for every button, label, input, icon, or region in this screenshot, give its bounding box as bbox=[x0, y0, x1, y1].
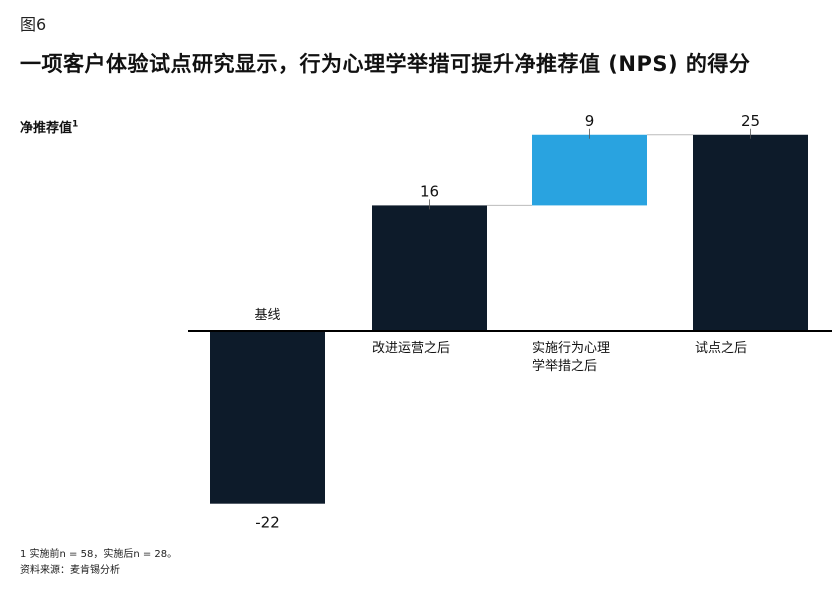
footnote-source: 资料来源：麦肯锡分析 bbox=[20, 565, 120, 576]
footnote-sample-size: 1 实施前n = 58，实施后n = 28。 bbox=[20, 549, 178, 560]
y-axis-label: 净推荐值1 bbox=[20, 117, 78, 136]
bar-4 bbox=[693, 134, 808, 331]
value-label: -22 bbox=[255, 514, 280, 532]
bar-2 bbox=[372, 205, 487, 331]
y-axis-label-text: 净推荐值 bbox=[20, 121, 73, 136]
category-label: 实施行为心理 bbox=[532, 341, 610, 356]
y-axis-label-footnote-mark: 1 bbox=[72, 119, 79, 130]
category-label: 试点之后 bbox=[695, 341, 747, 356]
value-label: 16 bbox=[420, 182, 439, 200]
figure-label: 图6 bbox=[20, 15, 47, 34]
category-label: 改进运营之后 bbox=[372, 341, 450, 356]
bar-1 bbox=[210, 331, 325, 504]
bar-3 bbox=[532, 134, 647, 206]
value-label: 25 bbox=[741, 112, 760, 130]
chart-title: 一项客户体验试点研究显示，行为心理学举措可提升净推荐值 (NPS) 的得分 bbox=[20, 52, 751, 76]
value-label: 9 bbox=[585, 112, 595, 130]
category-label: 基线 bbox=[254, 308, 280, 323]
category-label: 学举措之后 bbox=[532, 358, 597, 374]
